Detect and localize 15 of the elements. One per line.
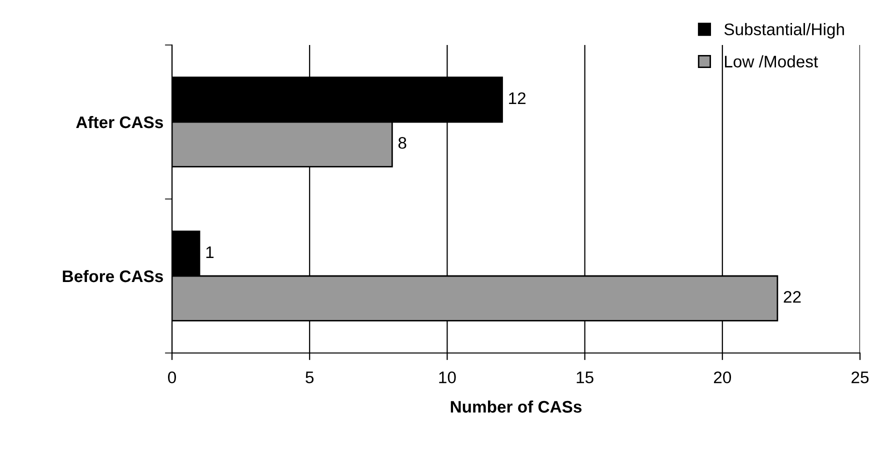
x-tick-label: 5 [306, 372, 314, 384]
x-tick-label: 20 [714, 371, 732, 384]
data-label: 12 [509, 92, 526, 104]
y-tick-label: After CASs [76, 116, 163, 128]
x-tick-label: 10 [439, 371, 456, 384]
legend-label: Substantial/High [724, 23, 844, 39]
legend-label: Low /Modest [725, 55, 818, 68]
y-tick-label: Before CASs [62, 270, 163, 282]
x-tick-label: 15 [576, 372, 594, 384]
x-tick-label: 0 [168, 371, 176, 384]
data-label: 22 [784, 291, 801, 303]
x-axis-title: Number of CASs [450, 400, 582, 413]
x-tick-label: 25 [852, 371, 869, 384]
data-label: 8 [398, 137, 406, 149]
data-label: 1 [206, 246, 214, 258]
